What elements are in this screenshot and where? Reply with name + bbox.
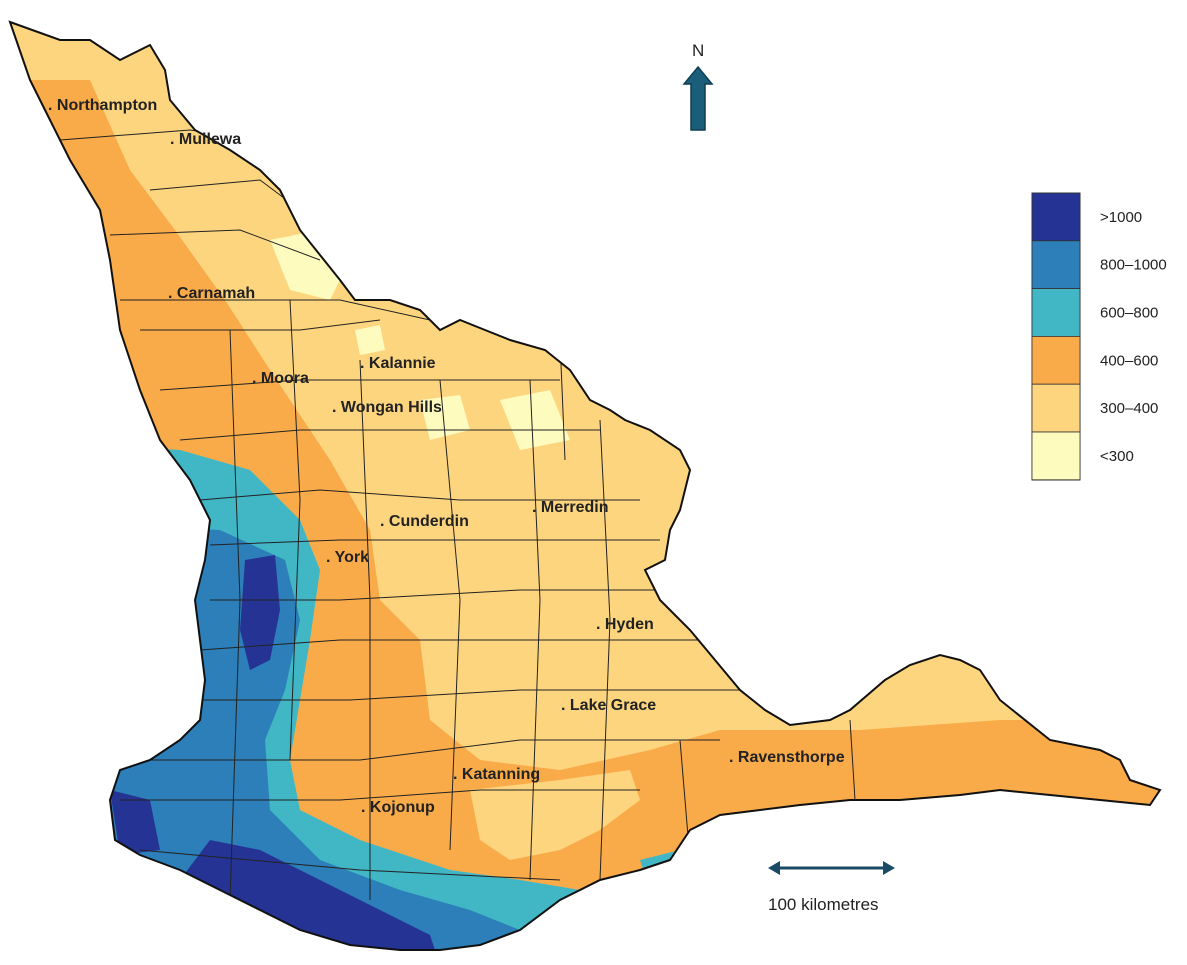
town-cunderdin: . Cunderdin [380,513,469,530]
legend-swatch [1031,431,1081,481]
band-300-400-south [470,770,640,860]
scale-bar: 100 kilometres [768,861,895,914]
town-mullewa: . Mullewa [170,131,241,148]
town-kojonup: . Kojonup [361,799,435,816]
town-kalannie: . Kalannie [360,355,436,372]
north-label: N [692,41,704,60]
town-wongan-hills: . Wongan Hills [332,399,442,416]
scale-arrow-right-icon [883,861,895,875]
town-merredin: . Merredin [532,499,608,516]
legend-label: 400–600 [1100,352,1158,369]
town-moora: . Moora [252,370,309,387]
band-under-300-kalannie [355,325,570,450]
north-arrow: N [682,41,714,131]
scale-label: 100 kilometres [768,895,879,914]
town-ravensthorpe: . Ravensthorpe [729,749,845,766]
legend-label: 600–800 [1100,305,1158,322]
legend-swatch [1031,383,1081,433]
scale-arrow-left-icon [768,861,780,875]
legend-swatch [1031,240,1081,290]
legend: >1000 800–1000 600–800 400–600 300–400 <300 [1031,192,1167,481]
legend-label: <300 [1100,448,1134,465]
legend-swatch [1031,192,1081,242]
town-york: . York [326,549,369,566]
legend-label: 800–1000 [1100,257,1167,274]
town-katanning: . Katanning [453,766,540,783]
legend-label: >1000 [1100,209,1142,226]
legend-label: 300–400 [1100,400,1158,417]
north-arrow-icon [682,65,714,131]
town-lake-grace: . Lake Grace [561,697,656,714]
town-labels: . Northampton . Mullewa . Carnamah . Moo… [48,97,845,816]
band-over-1000-perth [240,555,280,670]
band-400-600 [10,80,1160,950]
town-hyden: . Hyden [596,616,654,633]
town-carnamah: . Carnamah [168,285,255,302]
legend-swatch [1031,335,1081,385]
legend-swatch [1031,288,1081,337]
town-northampton: . Northampton [48,97,157,114]
